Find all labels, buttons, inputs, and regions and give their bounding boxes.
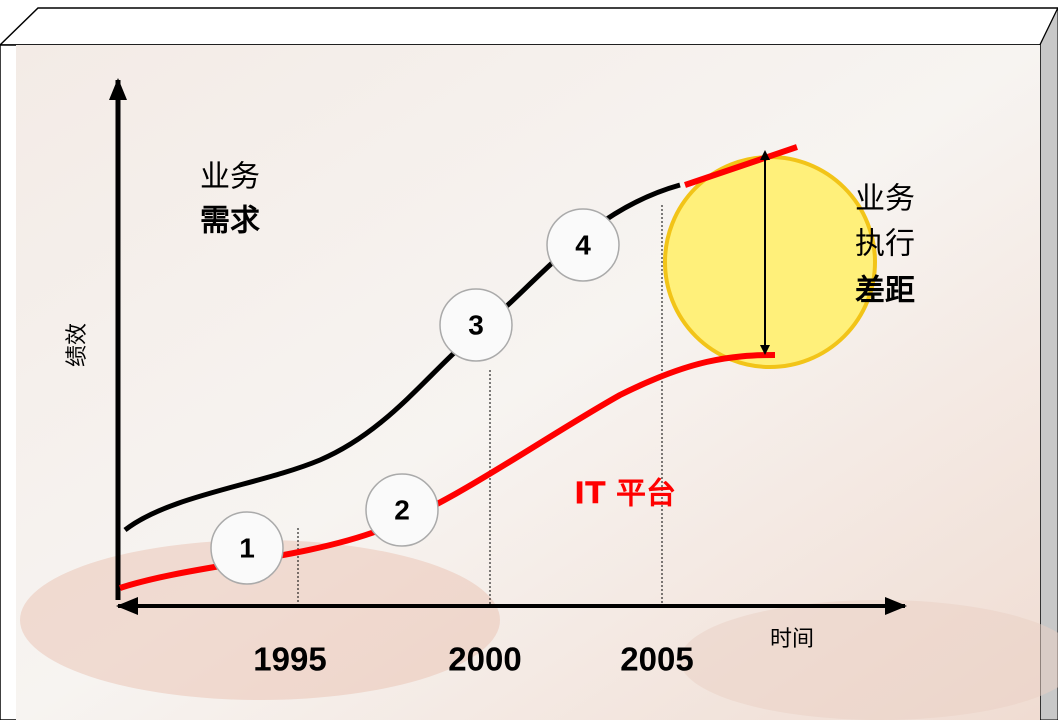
year-label: 2005 xyxy=(620,641,693,678)
gap-circle xyxy=(665,157,875,367)
step-label: 4 xyxy=(575,229,591,260)
y-axis-label: 绩效 xyxy=(65,323,90,367)
platform-label: IT 平台 xyxy=(574,477,676,512)
frame-side xyxy=(1040,8,1058,720)
year-label: 2000 xyxy=(448,641,521,678)
step-label: 3 xyxy=(468,309,484,340)
gap-label: 业务 xyxy=(855,182,915,217)
gap-label: 差距 xyxy=(855,274,915,309)
gap-label: 执行 xyxy=(855,227,915,262)
frame-top xyxy=(0,8,1058,45)
demand-label: 业务 xyxy=(200,160,260,195)
diagram: 1 2 3 4 业务 需求 绩效 时间 1995 2000 2005 IT 平台… xyxy=(0,0,1058,720)
page: {"labels": {"demand": ["业务", "需求"], "y_a… xyxy=(0,0,1058,720)
x-axis-label: 时间 xyxy=(770,627,814,652)
year-label: 1995 xyxy=(253,641,326,678)
step-label: 1 xyxy=(239,532,255,563)
demand-label: 需求 xyxy=(200,204,260,239)
step-label: 2 xyxy=(394,494,410,525)
